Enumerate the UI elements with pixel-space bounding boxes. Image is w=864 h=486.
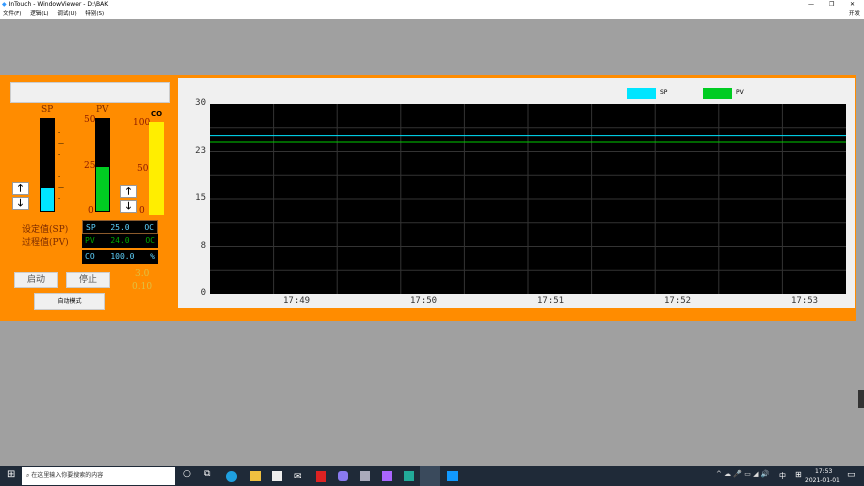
process-value-label: 过程值(PV) (22, 238, 69, 248)
search-icon: ⌕ (26, 472, 32, 479)
co-tag: CO (85, 252, 95, 261)
x-tick-label: 17:50 (410, 296, 438, 306)
y-tick-label: 30 (195, 98, 206, 108)
auto-mode-button[interactable]: 自动模式 (34, 293, 105, 310)
restore-button[interactable]: ❐ (829, 1, 835, 8)
menu-debug[interactable]: 调试(U) (57, 11, 77, 17)
sp-bar (40, 118, 55, 212)
param-2: 0.10 (132, 282, 153, 292)
mail-icon[interactable]: ✉ (294, 472, 302, 482)
start-icon[interactable]: ⊞ (7, 469, 16, 480)
intouch-icon[interactable] (420, 466, 440, 486)
sp-bar-fill (41, 188, 54, 211)
cortana-icon[interactable]: ○ (183, 469, 191, 479)
co-display: CO 100.0% (82, 250, 158, 264)
sp-label: SP (41, 105, 54, 115)
setpoint-label: 设定值(SP) (22, 225, 69, 235)
arrow-up-icon: 🡑 (17, 183, 24, 194)
pv-unit: OC (145, 236, 155, 245)
start-button[interactable]: 启动 (14, 272, 58, 288)
side-scroll-handle[interactable] (858, 390, 864, 408)
co-value: 100.0 (110, 252, 135, 261)
y-tick-label: 8 (200, 240, 206, 251)
menu-special[interactable]: 特别(S) (85, 11, 105, 17)
edge-icon[interactable] (226, 471, 237, 482)
menu-file[interactable]: 文件(F) (3, 11, 22, 17)
app-icon: ◆ (2, 1, 7, 8)
close-button[interactable]: ✕ (850, 1, 856, 8)
clock-time[interactable]: 17:53 (815, 468, 833, 475)
tray-icons[interactable]: ^ ☁ 🎤 ▭ ◢ 🔊 (716, 470, 770, 478)
app-icon-teal[interactable] (404, 471, 414, 481)
stop-button[interactable]: 停止 (66, 272, 110, 288)
menu-logic[interactable]: 逻辑(L) (30, 11, 49, 17)
dev-button[interactable]: 开发 (849, 11, 861, 17)
pv-scale-mid: 25 (84, 161, 96, 171)
y-tick-label: 23 (195, 145, 206, 156)
window-title: InTouch - WindowViewer - D:\BAK (8, 1, 109, 8)
message-field (10, 82, 170, 103)
y-tick-label: 15 (195, 193, 206, 203)
pv-scale-min: 0 (88, 206, 94, 216)
x-tick-label: 17:49 (283, 296, 311, 306)
co-scale-mid: 50 (137, 164, 149, 174)
trend-plot (210, 104, 846, 294)
arrow-down-icon: 🡓 (125, 201, 132, 212)
acrobat-icon[interactable] (316, 471, 326, 482)
sp-unit: OC (144, 223, 154, 232)
co-down-button[interactable]: 🡓 (120, 200, 137, 213)
menu-bar: 文件(F) 逻辑(L) 调试(U) 特别(S) 开发 (0, 10, 864, 19)
app-icon-gray[interactable] (360, 471, 370, 481)
notification-icon[interactable]: ▭ (847, 470, 856, 480)
co-label: CO (151, 110, 163, 118)
explorer-icon[interactable] (250, 471, 261, 481)
legend-pv-swatch (703, 88, 732, 99)
sp-up-button[interactable]: 🡑 (12, 182, 29, 195)
legend-sp-label: SP (660, 89, 668, 96)
app-icon-blue[interactable] (447, 471, 458, 481)
arrow-down-icon: 🡓 (17, 198, 24, 209)
store-icon[interactable] (272, 471, 282, 481)
search-box[interactable]: ⌕ 在这里输入你要搜索的内容 (22, 467, 175, 485)
co-bar (149, 122, 164, 215)
co-bar-fill (149, 122, 164, 215)
sp-tag: SP (86, 223, 96, 232)
app-icon-purple[interactable] (338, 471, 348, 481)
co-scale-max: 100 (133, 118, 151, 128)
pv-bar (95, 118, 110, 212)
x-tick-label: 17:51 (537, 296, 565, 306)
taskbar: ⊞ ⌕ 在这里输入你要搜索的内容 ○ ⧉ ✉ ^ ☁ 🎤 ▭ ◢ 🔊 中 ⊞ 1… (0, 466, 864, 486)
clock-date[interactable]: 2021-01-01 (805, 477, 840, 484)
title-bar: ◆ InTouch - WindowViewer - D:\BAK — ❐ ✕ (0, 0, 864, 10)
x-tick-label: 17:53 (791, 296, 819, 306)
minimize-button[interactable]: — (808, 1, 814, 8)
app-icon-feather[interactable] (382, 471, 392, 481)
pv-label: PV (96, 105, 109, 115)
sp-ticks: - — - - — - (58, 129, 64, 202)
sp-down-button[interactable]: 🡓 (12, 197, 29, 210)
pv-display: PV 24.0 OC (82, 234, 158, 248)
pv-bar-fill (96, 166, 109, 211)
keyboard-icon[interactable]: ⊞ (795, 470, 802, 479)
pv-scale-max: 50 (84, 115, 96, 125)
task-view-icon[interactable]: ⧉ (204, 469, 211, 479)
search-placeholder: 在这里输入你要搜索的内容 (31, 472, 104, 479)
ime-indicator[interactable]: 中 (779, 472, 786, 480)
sp-value: 25.0 (110, 223, 130, 232)
x-tick-label: 17:52 (664, 296, 692, 306)
co-scale-min: 0 (139, 206, 145, 216)
y-tick-label: 0 (200, 288, 206, 298)
legend-sp-swatch (627, 88, 656, 99)
sp-display[interactable]: SP 25.0 OC (82, 220, 158, 234)
pv-tag: PV (85, 236, 95, 245)
co-up-button[interactable]: 🡑 (120, 185, 137, 198)
arrow-up-icon: 🡑 (125, 186, 132, 197)
param-1: 3.0 (135, 269, 150, 279)
legend-pv-label: PV (736, 89, 744, 96)
co-unit: % (150, 252, 155, 261)
pv-value: 24.0 (110, 236, 130, 245)
